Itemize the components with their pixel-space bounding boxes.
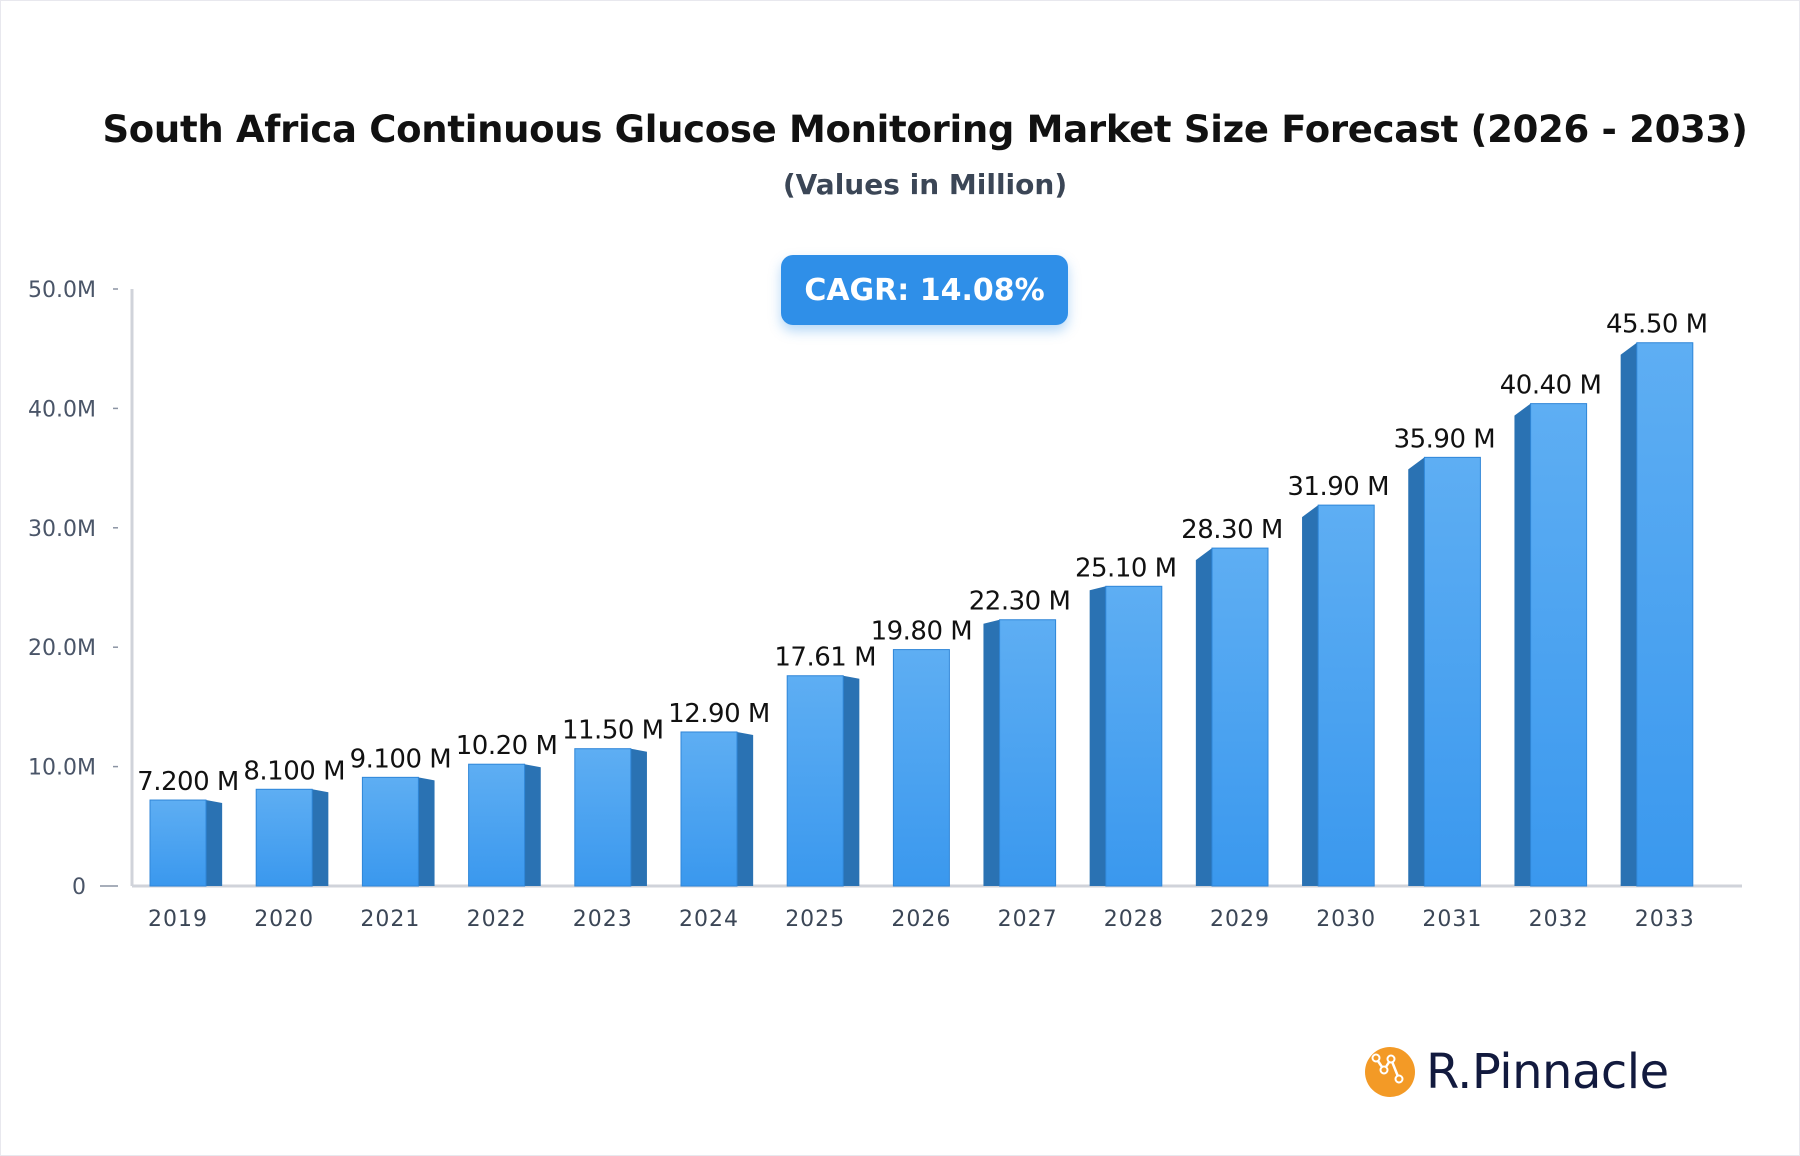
chart-node-icon bbox=[1365, 1047, 1415, 1097]
x-tick-label: 2019 bbox=[148, 907, 208, 932]
x-tick-label: 2032 bbox=[1529, 907, 1589, 932]
y-tick-label: 40.0M bbox=[28, 397, 96, 422]
bar-side bbox=[418, 777, 435, 886]
data-label: 17.61 M bbox=[774, 643, 876, 673]
bar-group: 7.200 M 2019 bbox=[137, 767, 239, 932]
y-tick-label: 10.0M bbox=[28, 756, 96, 781]
bar-group: 45.50 M 2033 bbox=[1606, 310, 1708, 932]
bar bbox=[361, 776, 419, 887]
x-tick-label: 2025 bbox=[785, 907, 845, 932]
bar-group: 12.90 M 2024 bbox=[668, 699, 770, 932]
bar-side bbox=[1302, 505, 1319, 886]
bar bbox=[680, 731, 738, 887]
bar-side bbox=[312, 789, 329, 886]
x-tick-label: 2031 bbox=[1422, 907, 1482, 932]
y-tick-label: 30.0M bbox=[28, 517, 96, 542]
x-tick-label: 2020 bbox=[254, 907, 314, 932]
data-label: 31.90 M bbox=[1287, 472, 1389, 502]
bar-side bbox=[524, 764, 541, 886]
bar-side bbox=[1408, 457, 1425, 886]
data-label: 19.80 M bbox=[871, 617, 973, 647]
y-tick-label: 20.0M bbox=[28, 636, 96, 661]
bar-side bbox=[630, 748, 647, 886]
data-label: 8.100 M bbox=[243, 756, 345, 786]
data-label: 10.20 M bbox=[456, 731, 558, 761]
bar bbox=[255, 788, 313, 887]
bar-group: 25.10 M 2028 bbox=[1075, 553, 1177, 932]
bar bbox=[1105, 585, 1163, 887]
bar-side bbox=[737, 731, 754, 886]
bar-group: 22.30 M 2027 bbox=[969, 587, 1071, 932]
bar-side bbox=[206, 800, 223, 886]
x-tick-label: 2028 bbox=[1104, 907, 1164, 932]
bar bbox=[1211, 547, 1269, 887]
bar bbox=[1636, 342, 1694, 887]
x-tick-label: 2029 bbox=[1210, 907, 1270, 932]
bar-side bbox=[843, 675, 860, 886]
bar bbox=[1530, 403, 1588, 887]
data-label: 45.50 M bbox=[1606, 310, 1708, 340]
data-label: 11.50 M bbox=[562, 716, 664, 746]
x-tick-label: 2023 bbox=[573, 907, 633, 932]
bar-side bbox=[983, 619, 1000, 886]
bar-group: 19.80 M 2026 bbox=[871, 617, 973, 932]
cagr-badge: CAGR: 14.08% bbox=[781, 255, 1068, 325]
x-tick-label: 2033 bbox=[1635, 907, 1695, 932]
x-tick-label: 2022 bbox=[467, 907, 527, 932]
bar-group: 40.40 M 2032 bbox=[1500, 371, 1602, 932]
data-label: 22.30 M bbox=[969, 587, 1071, 617]
chart-title: South Africa Continuous Glucose Monitori… bbox=[102, 108, 1748, 151]
bar bbox=[1317, 504, 1375, 887]
bar-group: 10.20 M 2022 bbox=[456, 731, 558, 932]
bar bbox=[149, 799, 207, 887]
chart-subtitle: (Values in Million) bbox=[782, 168, 1068, 201]
bar bbox=[468, 763, 526, 887]
bar bbox=[574, 748, 632, 887]
bar-side bbox=[1620, 342, 1637, 887]
bar-group: 17.61 M 2025 bbox=[774, 643, 876, 932]
bar-group: 9.100 M 2021 bbox=[350, 744, 452, 932]
bar bbox=[999, 619, 1057, 887]
x-tick-label: 2030 bbox=[1316, 907, 1376, 932]
bar bbox=[786, 675, 844, 887]
data-label: 12.90 M bbox=[668, 699, 770, 729]
x-tick-label: 2024 bbox=[679, 907, 739, 932]
bar-group: 31.90 M 2030 bbox=[1287, 472, 1389, 932]
x-tick-label: 2021 bbox=[360, 907, 420, 932]
bar-side bbox=[1514, 403, 1531, 886]
bar-group: 35.90 M 2031 bbox=[1394, 424, 1496, 932]
data-label: 40.40 M bbox=[1500, 371, 1602, 401]
data-label: 35.90 M bbox=[1394, 424, 1496, 454]
data-label: 28.30 M bbox=[1181, 515, 1283, 545]
bar bbox=[1423, 456, 1481, 887]
bar-group: 11.50 M 2023 bbox=[562, 716, 664, 932]
bar-side bbox=[1089, 586, 1106, 886]
data-label: 25.10 M bbox=[1075, 553, 1177, 583]
brand-logo: R.Pinnacle bbox=[1364, 1044, 1669, 1100]
brand-name: R.Pinnacle bbox=[1426, 1044, 1669, 1100]
x-tick-label: 2026 bbox=[891, 907, 951, 932]
y-tick-label: 0 bbox=[72, 875, 86, 900]
bar-group: 28.30 M 2029 bbox=[1181, 515, 1283, 932]
data-label: 9.100 M bbox=[350, 744, 452, 774]
x-tick-label: 2027 bbox=[998, 907, 1058, 932]
bar-group: 8.100 M 2020 bbox=[243, 756, 345, 932]
bar-side bbox=[1195, 548, 1212, 886]
data-label: 7.200 M bbox=[137, 767, 239, 797]
bar bbox=[892, 649, 950, 887]
y-tick-label: 50.0M bbox=[28, 278, 96, 303]
